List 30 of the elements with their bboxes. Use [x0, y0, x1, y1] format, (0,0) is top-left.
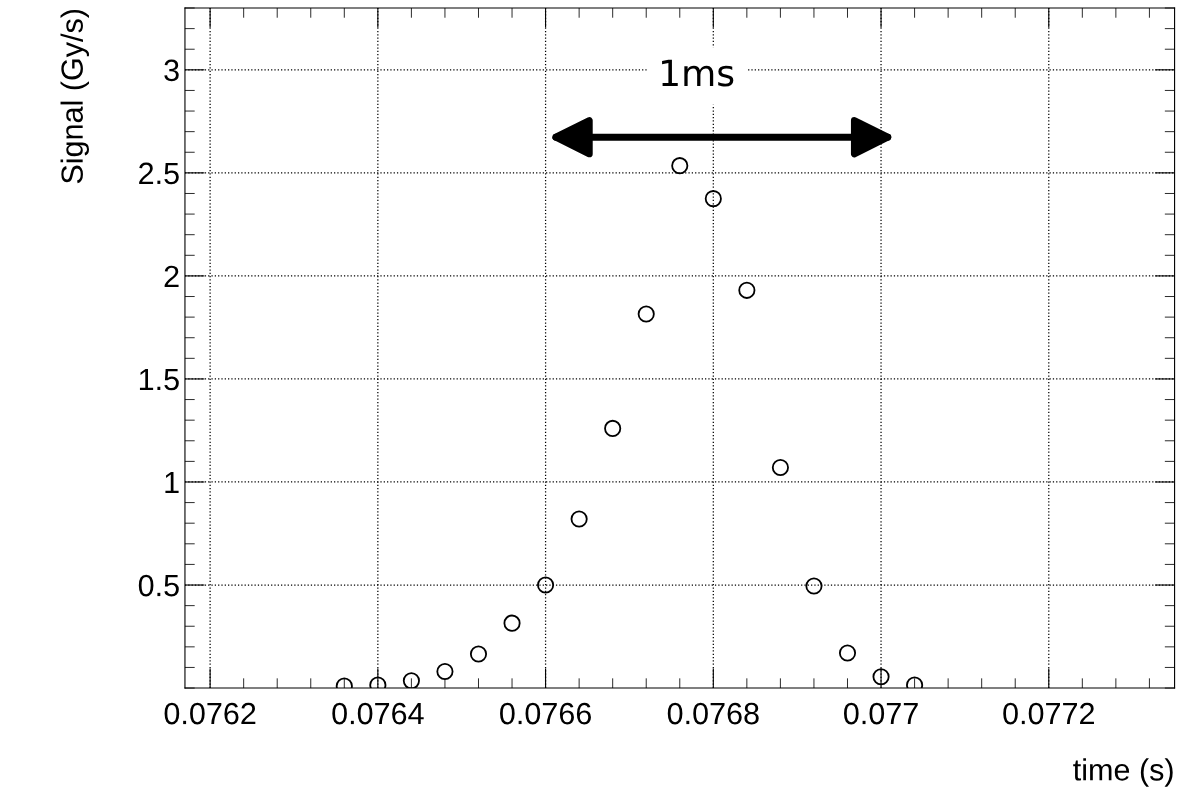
point	[704, 190, 722, 208]
point	[604, 419, 622, 437]
y-axis-title: Signal (Gy/s)	[60, 9, 90, 184]
point	[738, 281, 756, 299]
point	[771, 459, 789, 477]
y-tick-label: 1	[165, 472, 179, 494]
point	[838, 644, 857, 662]
y-tick-label: 2.5	[139, 162, 179, 185]
point	[436, 663, 454, 681]
y-tick-label: 1.5	[139, 369, 179, 391]
y-tick-label: 0.5	[138, 574, 179, 597]
x-tick-label: 0.0766	[500, 702, 591, 725]
annotation: 1ms	[662, 59, 734, 87]
point	[805, 577, 823, 595]
x-axis-title: time (s)	[1073, 758, 1173, 787]
x-tick-label: 0.077	[844, 702, 918, 725]
x-tick-label: 0.0772	[1003, 702, 1094, 725]
point	[872, 668, 890, 686]
point	[570, 510, 588, 528]
point	[537, 576, 555, 594]
point	[637, 305, 655, 323]
y-tick-label: 2	[164, 265, 179, 287]
y-tick-label: 3	[164, 59, 179, 82]
point	[469, 645, 488, 663]
x-tick-label: 0.0768	[667, 702, 759, 725]
point	[503, 614, 521, 632]
x-tick-label: 0.0764	[332, 702, 424, 725]
point	[671, 157, 689, 175]
point	[402, 672, 420, 689]
x-tick-label: 0.0762	[164, 702, 256, 725]
